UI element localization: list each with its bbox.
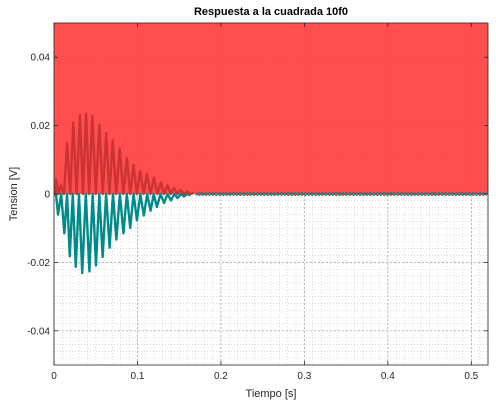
x-tick-label: 0.3 [297,371,311,382]
x-axis-label: Tiempo [s] [246,388,297,400]
x-axis: 0 0.1 0.2 0.3 0.4 0.5 [51,23,479,382]
y-tick-label: 0.02 [31,121,51,132]
series-1-line [54,192,191,275]
series-2-line [53,112,195,196]
y-tick-label: -0.02 [27,258,50,269]
y-tick-label: 0.04 [31,53,51,64]
series-2-tail [195,191,488,197]
y-tick-label: 0 [44,190,50,201]
x-tick-label: 0.1 [131,371,145,382]
y-tick-label: -0.04 [27,326,50,337]
y-axis: -0.04 -0.02 0 0.02 0.04 [27,53,488,337]
x-tick-label: 0.4 [381,371,395,382]
chart-title: Respuesta a la cuadrada 10f0 [194,6,348,18]
x-tick-label: 0.5 [464,371,478,382]
x-tick-label: 0 [51,371,57,382]
x-tick-label: 0.2 [214,371,228,382]
plot-area [53,22,489,366]
y-axis-label: Tension [V] [8,167,20,221]
